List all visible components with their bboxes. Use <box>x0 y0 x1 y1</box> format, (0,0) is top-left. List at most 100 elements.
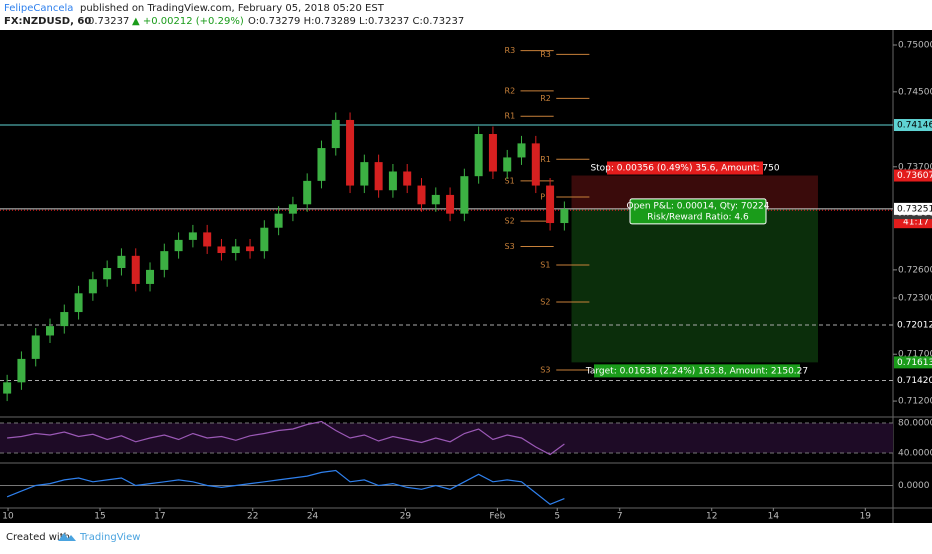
oscillator-tick-label: 0.0000 <box>898 481 930 491</box>
position-price: 0.73607 <box>897 171 932 181</box>
position-price: 0.73251 <box>897 204 932 214</box>
candle-body <box>331 119 340 149</box>
change: ▲ +0.00212 (+0.29%) <box>132 16 244 27</box>
candle-body <box>460 176 469 214</box>
candle-body <box>3 382 12 394</box>
candle-body <box>417 185 426 205</box>
pivot-label: R2 <box>505 86 516 95</box>
candle-body <box>317 148 326 181</box>
countdown-bg <box>894 216 932 229</box>
candle-body <box>231 246 240 254</box>
candle-body <box>146 269 155 284</box>
pivot-label: S2 <box>540 298 550 307</box>
price-marker: 0.71420 <box>897 376 932 386</box>
candle-body <box>174 239 183 252</box>
candle-body <box>117 255 126 269</box>
candle-body <box>431 194 440 205</box>
rsi-line <box>7 420 565 456</box>
footer-text: Created with <box>6 532 70 543</box>
candle-body <box>246 246 255 252</box>
candle-body <box>474 134 483 177</box>
last-price: 0.73237 <box>88 16 129 27</box>
candle-body <box>388 171 397 191</box>
y-tick-label: 0.72300 <box>898 293 932 303</box>
footer-bg <box>0 523 932 550</box>
countdown: 41:17 <box>903 218 929 228</box>
rr-text: Risk/Reward Ratio: 4.6 <box>647 212 749 222</box>
y-tick-label: 0.72600 <box>898 265 932 275</box>
position-price-bg <box>894 202 932 215</box>
x-tick-label: 14 <box>768 512 780 522</box>
y-tick-label: 0.71700 <box>898 350 932 360</box>
position-price: 0.71613 <box>897 358 932 368</box>
pivot-label: S2 <box>505 217 515 226</box>
stop-text: Stop: 0.00356 (0.49%) 35.6, Amount: 750 <box>590 164 779 174</box>
candle-body <box>88 279 97 294</box>
x-tick-label: 24 <box>307 512 319 522</box>
x-tick-label: Feb <box>489 512 505 522</box>
price-marker: 0.72012 <box>897 320 932 330</box>
x-tick-label: 10 <box>2 512 14 522</box>
candle-body <box>403 171 412 186</box>
candle-body <box>31 335 40 359</box>
candle-body <box>346 119 355 186</box>
pnl-text: Open P&L: 0.00014, Qty: 70224 <box>627 201 770 211</box>
candle-body <box>203 232 212 247</box>
symbol: FX:NZDUSD, 60 <box>4 16 91 27</box>
x-tick-label: 17 <box>154 512 165 522</box>
x-tick-label: 12 <box>706 512 717 522</box>
candle-body <box>503 157 512 172</box>
x-tick-label: 22 <box>247 512 258 522</box>
candle-body <box>531 143 540 186</box>
target-box <box>594 364 800 378</box>
pivot-label: P <box>540 192 545 201</box>
candle-body <box>217 246 226 254</box>
y-tick-label: 0.73700 <box>898 162 932 172</box>
pivot-label: S1 <box>540 261 550 270</box>
x-tick-label: 5 <box>554 512 560 522</box>
candle-body <box>303 180 312 205</box>
candle-body <box>60 312 69 327</box>
price-marker-bg <box>894 119 932 132</box>
pivot-label: S1 <box>505 176 515 185</box>
x-tick-label: 15 <box>94 512 105 522</box>
pivot-label: R1 <box>505 112 516 121</box>
published: published on TradingView.com, February 0… <box>80 3 385 14</box>
pivot-label: S3 <box>505 242 515 251</box>
candle-body <box>188 232 197 240</box>
oscillator-line <box>6 469 565 505</box>
candle-body <box>288 204 297 214</box>
candle-body <box>260 227 269 252</box>
y-tick-label: 0.75000 <box>898 40 932 50</box>
x-tick-label: 19 <box>860 512 872 522</box>
pivot-label: R3 <box>540 50 551 59</box>
pnl-box <box>629 198 767 225</box>
price-marker: 0.74146 <box>897 121 932 131</box>
pivot-label: R3 <box>505 46 516 55</box>
candle-body <box>546 185 555 224</box>
price-marker-bg <box>894 374 932 387</box>
pivot-label: R2 <box>540 94 551 103</box>
x-tick-label: 29 <box>400 512 412 522</box>
x-tick-label: 7 <box>617 512 623 522</box>
author: FelipeCancela <box>4 3 73 14</box>
pivot-label: R1 <box>540 155 551 164</box>
target-zone <box>571 208 818 363</box>
candle-body <box>131 255 140 284</box>
pivot-label: S3 <box>540 366 550 375</box>
header-bg <box>0 0 932 30</box>
candle-body <box>360 162 369 186</box>
y-tick-label: 0.74500 <box>898 87 932 97</box>
y-tick-label: 0.71200 <box>898 397 932 407</box>
position-price-bg <box>894 356 932 369</box>
candle-body <box>374 162 383 191</box>
candle-body <box>560 208 569 224</box>
candle-body <box>17 358 26 383</box>
logo <box>58 533 76 541</box>
rsi-band <box>0 423 893 454</box>
candle-body <box>517 143 526 158</box>
candle-body <box>46 326 55 336</box>
candle-body <box>160 251 169 270</box>
candle-body <box>74 293 83 313</box>
